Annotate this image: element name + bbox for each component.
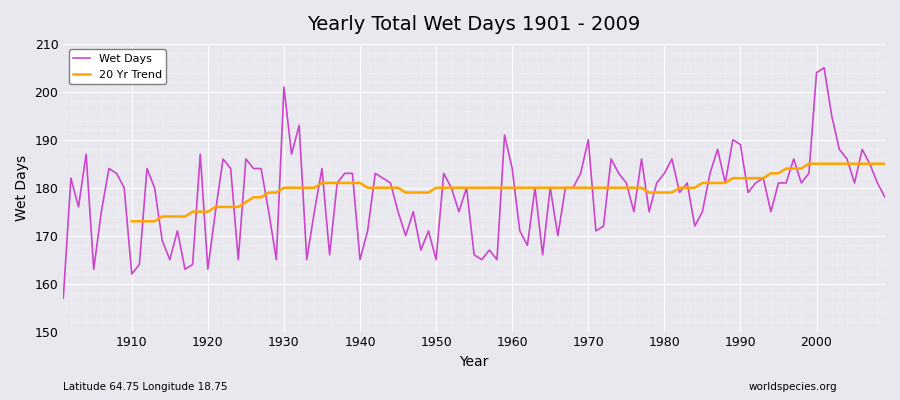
20 Yr Trend xyxy=(515,185,526,190)
Wet Days xyxy=(819,66,830,70)
Wet Days xyxy=(500,132,510,137)
20 Yr Trend xyxy=(826,161,837,166)
Wet Days xyxy=(286,152,297,156)
20 Yr Trend xyxy=(850,161,860,166)
Line: 20 Yr Trend: 20 Yr Trend xyxy=(131,164,885,221)
Y-axis label: Wet Days: Wet Days xyxy=(15,155,29,221)
Wet Days xyxy=(598,224,609,228)
Text: worldspecies.org: worldspecies.org xyxy=(749,382,837,392)
20 Yr Trend xyxy=(271,190,282,195)
X-axis label: Year: Year xyxy=(460,355,489,369)
Wet Days xyxy=(332,180,343,185)
Wet Days xyxy=(119,185,130,190)
20 Yr Trend xyxy=(804,161,814,166)
Wet Days xyxy=(58,296,68,300)
Title: Yearly Total Wet Days 1901 - 2009: Yearly Total Wet Days 1901 - 2009 xyxy=(308,15,641,34)
Line: Wet Days: Wet Days xyxy=(63,68,885,298)
20 Yr Trend xyxy=(575,185,586,190)
Wet Days xyxy=(507,166,517,171)
20 Yr Trend xyxy=(302,185,312,190)
20 Yr Trend xyxy=(126,219,137,224)
Text: Latitude 64.75 Longitude 18.75: Latitude 64.75 Longitude 18.75 xyxy=(63,382,228,392)
Wet Days xyxy=(879,195,890,200)
20 Yr Trend xyxy=(879,161,890,166)
Legend: Wet Days, 20 Yr Trend: Wet Days, 20 Yr Trend xyxy=(68,50,166,84)
